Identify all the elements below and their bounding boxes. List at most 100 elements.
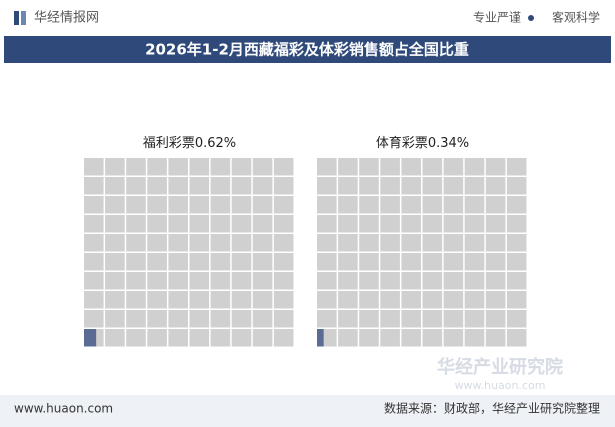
waffle-cell (273, 310, 294, 328)
waffle-cell (443, 234, 464, 252)
waffle-cell (168, 253, 188, 271)
waffle-cell (359, 196, 379, 214)
waffle-cell (338, 234, 358, 252)
waffle-cell (168, 291, 188, 309)
waffle-cell (443, 253, 464, 271)
waffle-fill (317, 329, 324, 347)
brand: 华经情报网 (34, 11, 99, 26)
waffle-cell (401, 234, 421, 252)
waffle-cell (168, 272, 188, 290)
waffle-cell (105, 310, 125, 328)
waffle-cell (338, 158, 358, 176)
waffle-label: 体育彩票0.34% (376, 135, 469, 151)
waffle-cell (380, 158, 400, 176)
waffle-cell (401, 253, 421, 271)
waffle-cell (210, 234, 231, 252)
waffle-cell (210, 329, 231, 347)
waffle-cell (464, 158, 485, 176)
waffle-cell (422, 158, 443, 176)
waffle-cell (189, 215, 210, 233)
waffle-cell (273, 253, 294, 271)
waffle-cell (359, 329, 379, 347)
waffle-cell (317, 158, 337, 176)
waffle-cell (210, 310, 231, 328)
waffle-cell (105, 329, 125, 347)
waffle-cell (422, 272, 443, 290)
waffle-cell (485, 215, 506, 233)
slogan: 专业严谨 (473, 10, 521, 25)
waffle-cell (359, 215, 379, 233)
waffle-cell (359, 177, 379, 195)
waffle-cell (359, 158, 379, 176)
waffle-cell (84, 234, 104, 252)
waffle-cell (105, 177, 125, 195)
waffle-cell (126, 234, 146, 252)
waffle-cell (380, 272, 400, 290)
waffle-cell (273, 272, 294, 290)
logo-right (21, 11, 26, 25)
waffle-cell (338, 253, 358, 271)
waffle-cell (338, 329, 358, 347)
waffle-cell (105, 253, 125, 271)
waffle-cell (317, 310, 337, 328)
waffle-cell (231, 177, 252, 195)
waffle-cell (422, 291, 443, 309)
waffle-cell (317, 196, 337, 214)
waffle-cell (210, 177, 231, 195)
waffle-cell (401, 272, 421, 290)
waffle-cell (210, 158, 231, 176)
waffle-cell (443, 272, 464, 290)
waffle-cell (338, 310, 358, 328)
waffle-cell (252, 177, 273, 195)
waffle-cell (380, 310, 400, 328)
waffle-cell (506, 291, 527, 309)
waffle-cell (126, 215, 146, 233)
waffle-cell (126, 272, 146, 290)
waffle-cell (147, 329, 167, 347)
waffle-cell (231, 158, 252, 176)
waffle-cell (506, 158, 527, 176)
waffle-cell (168, 196, 188, 214)
waffle-cell (105, 158, 125, 176)
waffle-cell (273, 215, 294, 233)
waffle-cell (147, 291, 167, 309)
waffle-cell (485, 253, 506, 271)
waffle-cell (401, 177, 421, 195)
waffle-cell (273, 234, 294, 252)
waffle-cell (168, 158, 188, 176)
waffle-cell (401, 291, 421, 309)
waffle-cell (126, 177, 146, 195)
waffle-cell (359, 234, 379, 252)
waffle-cell (231, 272, 252, 290)
waffle-cell (273, 329, 294, 347)
waffle-cell (210, 272, 231, 290)
waffle-cell (84, 253, 104, 271)
waffle-cell (147, 253, 167, 271)
logo-left (14, 11, 19, 25)
waffle-cell (189, 310, 210, 328)
waffle-cell (464, 177, 485, 195)
waffle-cell (84, 310, 104, 328)
waffle-cell (506, 253, 527, 271)
waffle-cell (317, 234, 337, 252)
waffle-cell (464, 196, 485, 214)
waffle-cell (401, 196, 421, 214)
waffle-cell (359, 272, 379, 290)
waffle-cell (126, 253, 146, 271)
waffle-fill (84, 329, 97, 347)
waffle-cell (422, 234, 443, 252)
waffle-cell (317, 272, 337, 290)
waffle-cell (147, 158, 167, 176)
waffle-cell (252, 329, 273, 347)
waffle-cell (126, 310, 146, 328)
waffle-cell (380, 291, 400, 309)
watermark-name: 华经产业研究院 (437, 356, 563, 378)
waffle-cell (359, 291, 379, 309)
waffle-cell (338, 291, 358, 309)
waffle-cell (317, 215, 337, 233)
waffle-cell (189, 177, 210, 195)
waffle-cell (401, 158, 421, 176)
waffle-cell (126, 196, 146, 214)
waffle-cell (147, 196, 167, 214)
waffle-cell (189, 234, 210, 252)
